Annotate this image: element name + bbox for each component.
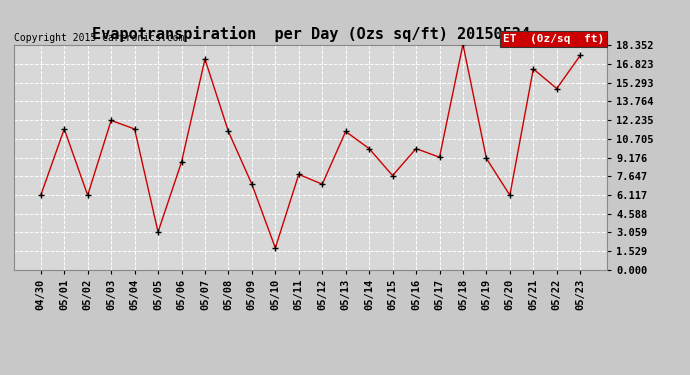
Title: Evapotranspiration  per Day (Ozs sq/ft) 20150524: Evapotranspiration per Day (Ozs sq/ft) 2… xyxy=(92,27,529,42)
Text: ET  (0z/sq  ft): ET (0z/sq ft) xyxy=(503,34,604,44)
Text: Copyright 2015 Cartronics.com: Copyright 2015 Cartronics.com xyxy=(14,33,185,43)
